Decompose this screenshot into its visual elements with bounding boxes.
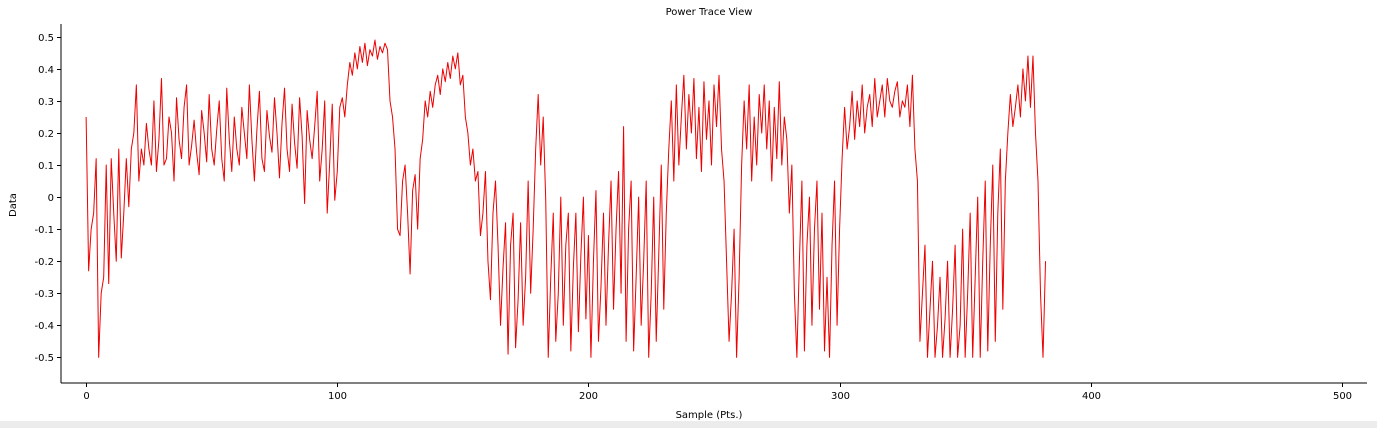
y-tick-label: -0.5 bbox=[34, 353, 54, 364]
x-tick-label: 400 bbox=[1082, 391, 1101, 402]
series-layer bbox=[85, 39, 1047, 358]
x-tick-label: 0 bbox=[83, 391, 89, 402]
status-strip bbox=[0, 421, 1377, 428]
y-tick-label: 0.1 bbox=[38, 161, 54, 172]
x-tick-label: 200 bbox=[579, 391, 598, 402]
y-tick-label: -0.1 bbox=[34, 225, 54, 236]
x-axis-label: Sample (Pts.) bbox=[676, 410, 743, 421]
chart-title: Power Trace View bbox=[666, 7, 753, 18]
y-tick-label: 0.3 bbox=[38, 97, 54, 108]
tick-marks: 0.5 0.4 0.3 0.2 0.1 0 -0.1 -0.2 -0.3 -0.4 -0.5 0 100… bbox=[34, 33, 1352, 402]
y-tick-label: 0 bbox=[48, 193, 54, 204]
x-tick-label: 100 bbox=[328, 391, 347, 402]
y-tick-label: -0.3 bbox=[34, 289, 54, 300]
x-tick-label: 500 bbox=[1333, 391, 1352, 402]
axes bbox=[60, 24, 1367, 384]
y-tick-label: 0.4 bbox=[38, 65, 54, 76]
y-axis-label: Data bbox=[8, 193, 19, 217]
x-tick-label: 300 bbox=[831, 391, 850, 402]
y-tick-label: 0.5 bbox=[38, 33, 54, 44]
power-trace-series-line bbox=[85, 39, 1047, 358]
y-tick-label: 0.2 bbox=[38, 129, 54, 140]
y-tick-label: -0.4 bbox=[34, 321, 54, 332]
y-tick-label: -0.2 bbox=[34, 257, 54, 268]
